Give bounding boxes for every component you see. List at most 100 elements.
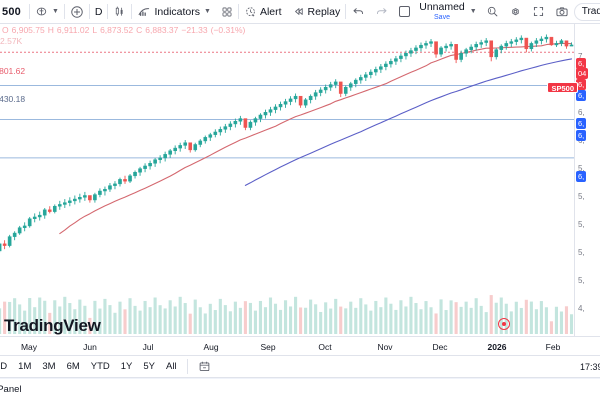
legend-high-label: H bbox=[47, 25, 54, 35]
price-axis-tick: 5, bbox=[578, 192, 585, 201]
timeframe-label: D bbox=[94, 5, 103, 18]
time-axis-label: Feb bbox=[545, 342, 561, 352]
candlestick-svg bbox=[0, 34, 600, 334]
price-axis-tick: 5, bbox=[578, 276, 585, 285]
legend-high-value: 6,911.02 bbox=[56, 25, 90, 35]
settings-gear-icon bbox=[509, 5, 522, 18]
layout-name-button[interactable]: Unnamed Save bbox=[415, 2, 469, 21]
snapshot-button[interactable] bbox=[550, 2, 574, 21]
toolbar-divider bbox=[28, 4, 30, 19]
replay-button[interactable]: Replay bbox=[287, 2, 346, 21]
candle-style-button[interactable]: ▼ bbox=[30, 2, 64, 21]
timeframe-5y[interactable]: 5Y bbox=[143, 361, 156, 372]
indicators-button[interactable]: Indicators ▼ bbox=[132, 2, 215, 21]
legend-change-pct: (−0.31%) bbox=[210, 25, 246, 35]
time-axis-label: Aug bbox=[203, 342, 219, 352]
replay-icon bbox=[292, 5, 305, 18]
price-axis-tick: 5, bbox=[578, 248, 585, 257]
trade-button[interactable]: Trade bbox=[573, 2, 600, 21]
redo-button[interactable] bbox=[370, 2, 394, 21]
toolbar-divider bbox=[237, 4, 239, 19]
bottom-toolbar: 5D 1M 3M 6M YTD 1Y 5Y All 17:39:4 bbox=[0, 356, 600, 378]
timeframe-3m[interactable]: 3M bbox=[42, 361, 56, 372]
timeframe-5d[interactable]: 5D bbox=[0, 361, 8, 372]
legend-open-label: O bbox=[2, 25, 9, 35]
indicators-icon bbox=[137, 5, 151, 19]
legend-close-label: C bbox=[136, 25, 143, 35]
legend-change: −21.33 bbox=[181, 25, 208, 35]
layouts-button[interactable] bbox=[216, 2, 238, 21]
calendar-range-icon[interactable] bbox=[198, 360, 211, 373]
time-axis-label: Jun bbox=[83, 342, 97, 352]
quick-search-icon bbox=[486, 5, 499, 18]
timeframe-6m[interactable]: 6M bbox=[66, 361, 80, 372]
left-price-label: 6,430.18 bbox=[0, 94, 26, 104]
volume-bars bbox=[0, 295, 574, 334]
time-axis-label: Jul bbox=[142, 342, 154, 352]
camera-snapshot-icon bbox=[555, 5, 569, 19]
price-axis-badge: 6, bbox=[576, 171, 587, 182]
legend-close-value: 6,883.37 bbox=[145, 25, 179, 35]
bottom-divider bbox=[186, 359, 188, 374]
trading-panel-tab[interactable]: ng Panel bbox=[0, 384, 22, 395]
save-layout-link[interactable]: Save bbox=[434, 13, 450, 21]
volume-legend: 2.57K bbox=[0, 36, 23, 46]
candle-style-icon bbox=[35, 5, 48, 18]
alert-clock-icon bbox=[244, 5, 257, 18]
toolbar-divider bbox=[345, 4, 347, 19]
legend-open-value: 6,905.75 bbox=[11, 25, 45, 35]
legend-low-label: L bbox=[92, 25, 98, 35]
reset-chart-icon[interactable] bbox=[498, 318, 510, 330]
time-axis[interactable]: May Jun Jul Aug Sep Oct Nov Dec 2026 Feb bbox=[0, 336, 600, 356]
alert-button[interactable]: Alert bbox=[239, 2, 287, 21]
time-axis-label: 2026 bbox=[487, 342, 507, 352]
price-axis-badge: 6, bbox=[576, 118, 587, 129]
timeframe-all[interactable]: All bbox=[166, 361, 177, 372]
fullscreen-button[interactable] bbox=[527, 2, 550, 21]
price-axis-badge: 6, bbox=[576, 90, 587, 101]
chart-style-button[interactable] bbox=[108, 2, 131, 21]
add-compare-button[interactable] bbox=[65, 2, 89, 21]
symbol-price-tag: SP500 bbox=[547, 82, 578, 93]
timeframe-ytd[interactable]: YTD bbox=[90, 361, 110, 372]
price-axis[interactable]: 7,6,6,6,5,5,5,5,5,4,6,046,6,6,6,6, bbox=[574, 24, 600, 336]
price-axis-tick: 6, bbox=[578, 108, 585, 117]
price-axis-badge: 04 bbox=[576, 68, 589, 79]
symbol-button[interactable]: 500 bbox=[2, 5, 21, 18]
layout-select-icon bbox=[399, 6, 411, 17]
status-bar: ng Panel bbox=[0, 378, 600, 400]
timeframe-group: 5D 1M 3M 6M YTD 1Y 5Y All bbox=[0, 360, 182, 373]
time-axis-label: Nov bbox=[377, 342, 393, 352]
undo-icon bbox=[351, 5, 365, 19]
layout-name-label: Unnamed bbox=[419, 1, 465, 14]
clock-label[interactable]: 17:39:4 bbox=[579, 361, 600, 372]
left-price-label: 6,801.62 bbox=[0, 66, 26, 76]
timeframe-button[interactable]: D bbox=[90, 2, 108, 21]
replay-label: Replay bbox=[307, 5, 341, 18]
quick-search-button[interactable] bbox=[481, 2, 504, 21]
top-toolbar: 500 ▼ D bbox=[0, 0, 600, 24]
ohlc-legend: O 6,905.75 H 6,911.02 L 6,873.52 C 6,883.37 … bbox=[2, 25, 245, 36]
toolbar-divider bbox=[88, 4, 90, 19]
time-axis-label: Dec bbox=[432, 342, 448, 352]
settings-button[interactable] bbox=[504, 2, 527, 21]
timeframe-1m[interactable]: 1M bbox=[18, 361, 32, 372]
undo-button[interactable] bbox=[346, 2, 370, 21]
chevron-down-icon[interactable]: ▼ bbox=[469, 8, 477, 15]
timeframe-1y[interactable]: 1Y bbox=[120, 361, 133, 372]
layout-select-button[interactable] bbox=[394, 2, 415, 21]
fullscreen-icon bbox=[532, 5, 545, 18]
legend-low-value: 6,873.52 bbox=[100, 25, 134, 35]
chevron-down-icon: ▼ bbox=[51, 8, 59, 15]
price-axis-badge: 6, bbox=[576, 130, 587, 141]
price-axis-tick: 5, bbox=[578, 164, 585, 173]
chart-canvas[interactable]: TradingView bbox=[0, 24, 600, 336]
toolbar-divider bbox=[63, 4, 65, 19]
time-axis-label: Oct bbox=[318, 342, 332, 352]
redo-icon bbox=[375, 5, 389, 19]
add-compare-icon bbox=[70, 5, 84, 19]
price-axis-tick: 5, bbox=[578, 220, 585, 229]
time-axis-label: May bbox=[20, 342, 38, 352]
price-axis-tick: 4, bbox=[578, 304, 585, 313]
